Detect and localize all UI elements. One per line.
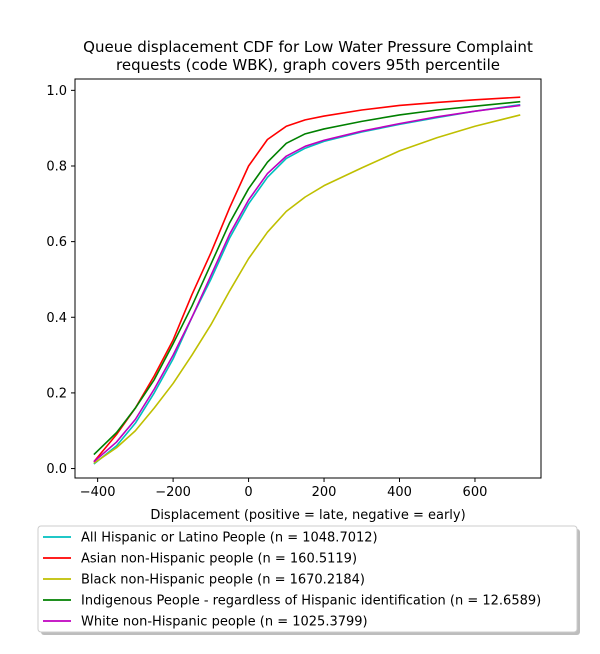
y-tick-label: 1.0 — [46, 84, 67, 99]
axes: −400 −200 0 200 400 600 0.0 0.2 0.4 0.6 0.8 1.0 — [46, 78, 542, 500]
title-line-2: requests (code WBK), graph covers 95th p… — [116, 56, 500, 74]
x-tick-label: 400 — [387, 485, 412, 500]
series-line-1 — [93, 96, 521, 463]
series-line-0 — [93, 103, 521, 465]
x-tick-label: 200 — [312, 485, 337, 500]
y-tick-label: 0.0 — [46, 462, 67, 477]
legend-label-0: All Hispanic or Latino People (n = 1048.… — [81, 531, 378, 546]
legend-label-1: Asian non-Hispanic people (n = 160.5119) — [81, 552, 357, 567]
x-tick-label: −200 — [155, 485, 191, 500]
x-axis-label: Displacement (positive = late, negative … — [150, 508, 465, 523]
y-tick-label: 0.8 — [46, 159, 67, 174]
title-line-1: Queue displacement CDF for Low Water Pre… — [83, 38, 533, 56]
series-line-3 — [93, 100, 521, 456]
x-tick-label: 600 — [463, 485, 488, 500]
y-tick-label: 0.2 — [46, 386, 67, 401]
legend-label-3: Indigenous People - regardless of Hispan… — [81, 594, 541, 609]
series-line-2 — [93, 114, 521, 464]
plot-frame — [74, 78, 542, 479]
y-tick-label: 0.4 — [46, 311, 67, 326]
y-tick-label: 0.6 — [46, 235, 67, 250]
plot-area — [93, 96, 521, 465]
chart-title: Queue displacement CDF for Low Water Pre… — [83, 38, 533, 74]
legend-box — [37, 525, 578, 633]
x-tick-label: −400 — [80, 485, 116, 500]
series-line-4 — [93, 104, 521, 463]
legend-label-4: White non-Hispanic people (n = 1025.3799… — [81, 615, 368, 630]
legend: All Hispanic or Latino People (n = 1048.… — [37, 525, 580, 635]
legend-label-2: Black non-Hispanic people (n = 1670.2184… — [81, 573, 365, 588]
x-tick-label: 0 — [244, 485, 252, 500]
